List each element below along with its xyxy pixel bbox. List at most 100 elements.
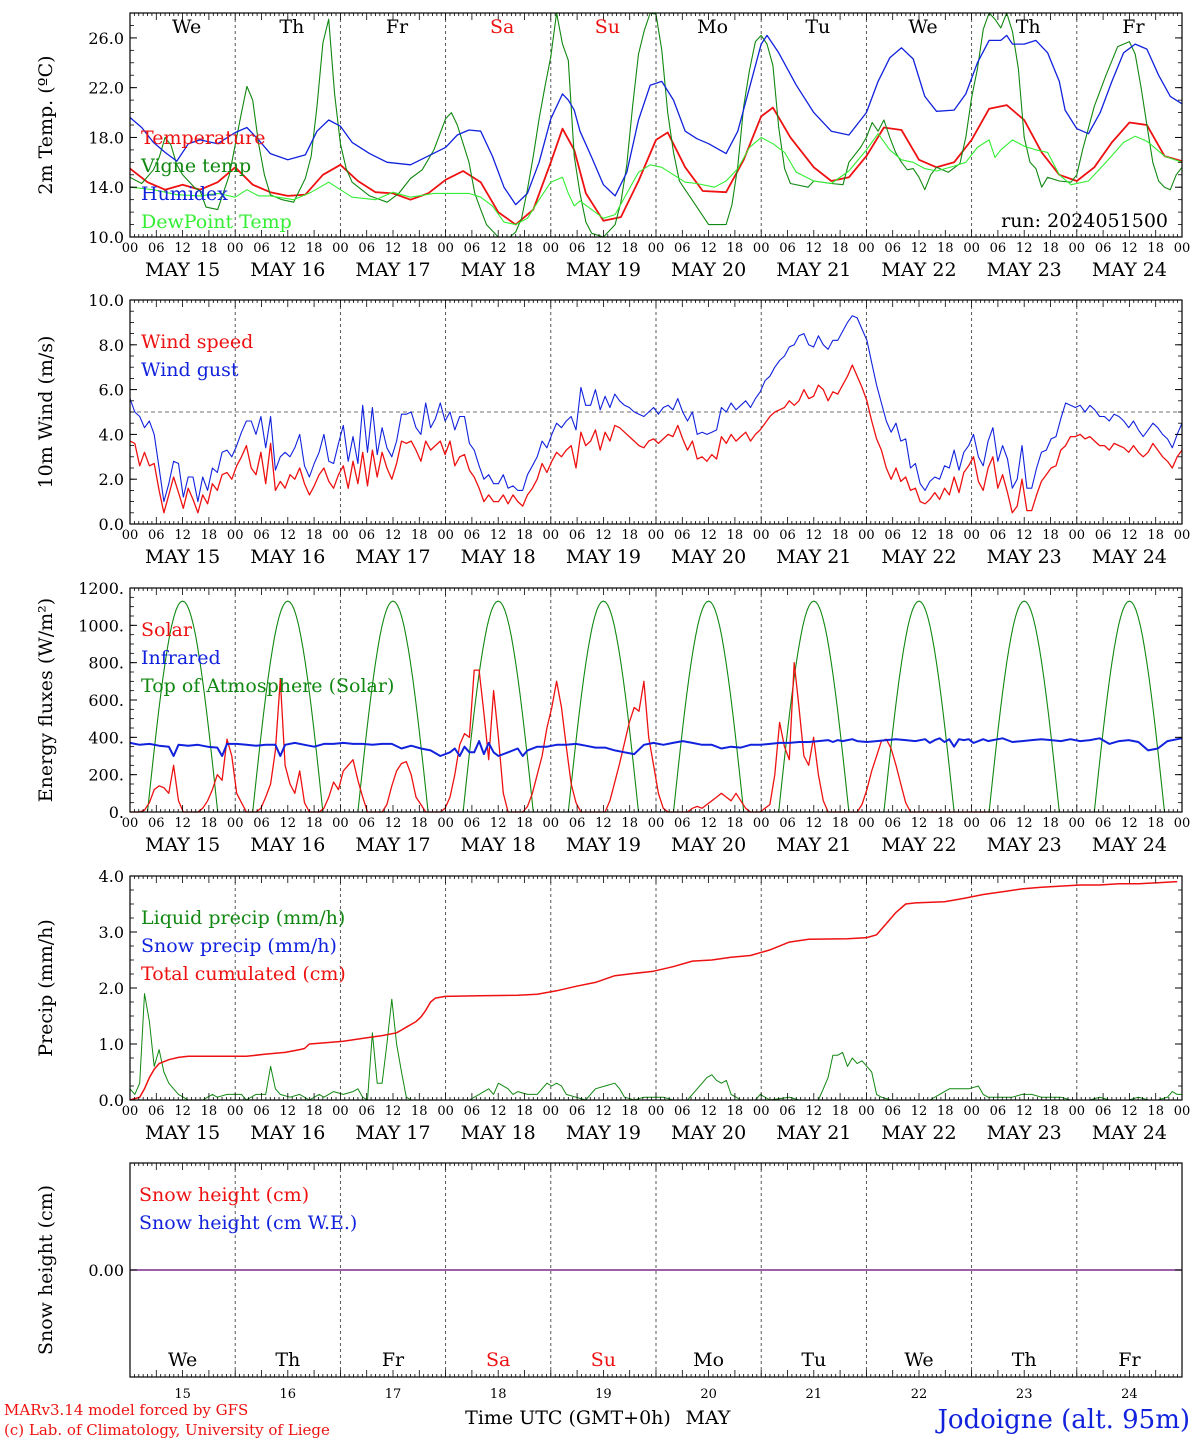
date-label: MAY 16: [250, 546, 325, 568]
hour-tick-label: 00: [753, 241, 770, 256]
day-number-label: 23: [1016, 1387, 1033, 1402]
hour-tick-label: 18: [937, 1104, 954, 1119]
hour-tick-label: 12: [280, 816, 297, 831]
x-ticks: [129, 300, 1183, 524]
hour-tick-label: 06: [569, 528, 586, 543]
date-label: MAY 18: [461, 834, 536, 856]
hour-tick-label: 18: [516, 1104, 533, 1119]
date-label: MAY 22: [881, 1122, 956, 1144]
hour-tick-label: 06: [884, 528, 901, 543]
y-axis-label: Precip (mm/h): [35, 919, 57, 1057]
x-ticks: [129, 876, 1183, 1100]
hour-tick-label: 06: [884, 1104, 901, 1119]
hour-tick-label: 00: [543, 241, 560, 256]
hour-tick-label: 00: [648, 241, 665, 256]
hour-tick-label: 12: [1121, 1104, 1138, 1119]
date-label: MAY 24: [1092, 834, 1167, 856]
hour-tick-label: 00: [227, 1104, 244, 1119]
date-label: MAY 20: [671, 546, 746, 568]
y-tick-label: 4.0: [99, 425, 124, 444]
day-number-label: 20: [700, 1387, 717, 1402]
y-tick-label: 600.: [88, 691, 124, 710]
hour-tick-label: 06: [148, 528, 165, 543]
hour-tick-label: 12: [385, 1104, 402, 1119]
date-label: MAY 19: [566, 834, 641, 856]
weekday-label: Tu: [805, 16, 830, 38]
hour-tick-label: 18: [516, 528, 533, 543]
hour-tick-label: 00: [1069, 1104, 1086, 1119]
hour-tick-label: 06: [990, 816, 1007, 831]
y-tick-label: 10.0: [88, 291, 124, 310]
hour-tick-label: 18: [1042, 528, 1059, 543]
date-label: MAY 24: [1092, 1122, 1167, 1144]
hour-tick-label: 12: [174, 816, 191, 831]
hour-tick-label: 00: [227, 528, 244, 543]
hour-tick-label: 06: [358, 816, 375, 831]
hour-tick-label: 18: [621, 528, 638, 543]
legend-entry-toa: Top of Atmosphere (Solar): [141, 675, 394, 697]
hour-tick-label: 00: [122, 241, 139, 256]
hour-tick-label: 12: [911, 528, 928, 543]
hour-tick-label: 06: [779, 816, 796, 831]
hour-tick-label: 18: [727, 1104, 744, 1119]
hour-tick-label: 00: [332, 1104, 349, 1119]
hour-tick-label: 06: [779, 528, 796, 543]
hour-tick-label: 00: [437, 528, 454, 543]
hour-tick-label: 00: [227, 241, 244, 256]
weekday-label: Th: [279, 16, 304, 38]
hour-tick-label: 18: [727, 241, 744, 256]
hour-tick-label: 18: [621, 241, 638, 256]
day-number-label: 15: [174, 1387, 191, 1402]
hour-tick-label: 06: [464, 528, 481, 543]
date-label: MAY 16: [250, 259, 325, 281]
weekday-label: Fr: [1118, 1349, 1141, 1371]
hour-tick-label: 06: [464, 816, 481, 831]
hour-tick-label: 06: [569, 816, 586, 831]
day-number-label: 21: [806, 1387, 823, 1402]
hour-tick-label: 00: [122, 1104, 139, 1119]
weekday-label: Sa: [490, 16, 514, 38]
date-label: MAY 17: [355, 546, 430, 568]
hour-tick-label: 00: [858, 1104, 875, 1119]
toa-solar-line: [971, 600, 1077, 813]
hour-tick-label: 18: [516, 816, 533, 831]
hour-tick-label: 00: [543, 1104, 560, 1119]
y-tick-label: 2.0: [99, 979, 124, 998]
hour-tick-label: 00: [963, 241, 980, 256]
legend-entry: Snow precip (mm/h): [141, 935, 337, 957]
legend-entry: Wind speed: [141, 331, 253, 353]
hour-tick-label: 00: [122, 528, 139, 543]
model-credit: MARv3.14 model forced by GFS: [4, 1401, 248, 1419]
hour-tick-label: 12: [1121, 816, 1138, 831]
hour-tick-label: 12: [174, 528, 191, 543]
hour-tick-label: 18: [306, 1104, 323, 1119]
hour-tick-label: 12: [280, 1104, 297, 1119]
hour-tick-label: 06: [253, 816, 270, 831]
y-tick-label: 400.: [88, 728, 124, 747]
hour-tick-label: 06: [1095, 528, 1112, 543]
run-label: run: 2024051500: [1001, 210, 1168, 232]
hour-tick-label: 12: [1016, 1104, 1033, 1119]
weekday-label: Th: [275, 1349, 300, 1371]
hour-tick-label: 12: [490, 241, 507, 256]
y-tick-label: 8.0: [99, 336, 124, 355]
y-tick-label: 1200.: [78, 579, 124, 598]
weekday-label: We: [168, 1349, 197, 1371]
hour-tick-label: 12: [911, 816, 928, 831]
y-axis-label: Snow height (cm): [35, 1185, 57, 1355]
weekday-label: We: [908, 16, 937, 38]
legend-entry: Humidex: [141, 183, 228, 205]
x-ticks: [129, 1163, 1183, 1377]
hour-tick-label: 18: [832, 528, 849, 543]
y-tick-label: 800.: [88, 654, 124, 673]
y-tick-label: 0.0: [99, 515, 124, 534]
date-label: MAY 17: [355, 1122, 430, 1144]
hour-tick-label: 18: [832, 241, 849, 256]
hour-tick-label: 00: [332, 528, 349, 543]
hour-tick-label: 00: [858, 528, 875, 543]
hour-tick-label: 18: [516, 241, 533, 256]
y-tick-label: 1.0: [99, 1035, 124, 1054]
panel-wind: 0.0 2.0 4.0 6.0 8.0 10.0 10m Wind (m/s) 00 06 12 1…: [35, 291, 1190, 568]
date-label: MAY 23: [987, 1122, 1062, 1144]
date-label: MAY 17: [355, 259, 430, 281]
